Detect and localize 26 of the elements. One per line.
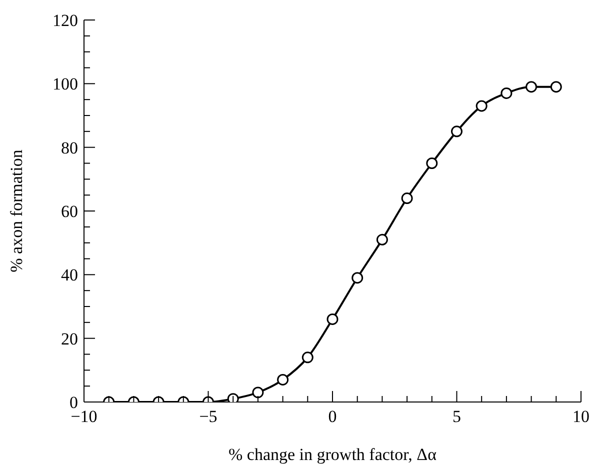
point (302, 352, 314, 364)
point (476, 100, 488, 112)
point (550, 81, 562, 93)
point (401, 192, 413, 204)
y-tick-label: 20 (61, 329, 78, 348)
y-tick-label: 120 (52, 11, 78, 30)
point (526, 81, 538, 93)
x-tick-label: 5 (452, 407, 461, 426)
point (426, 158, 438, 169)
point (277, 374, 289, 386)
x-axis-title: % change in growth factor, Δα (228, 445, 437, 464)
x-tick-label: 0 (328, 407, 337, 426)
point (326, 313, 338, 325)
point (352, 272, 364, 284)
x-tick-label: −5 (199, 407, 218, 426)
point (227, 393, 239, 402)
point (451, 126, 462, 138)
x-tick-label: 10 (572, 407, 590, 426)
y-axis-title: % axon formation (7, 149, 26, 272)
y-tick-label: 80 (61, 138, 78, 158)
y-tick-label: 40 (61, 266, 78, 285)
y-tick-label: 100 (52, 74, 78, 94)
point (376, 234, 388, 246)
point (500, 87, 512, 99)
point (252, 386, 264, 398)
y-tick-label: 60 (61, 202, 78, 221)
